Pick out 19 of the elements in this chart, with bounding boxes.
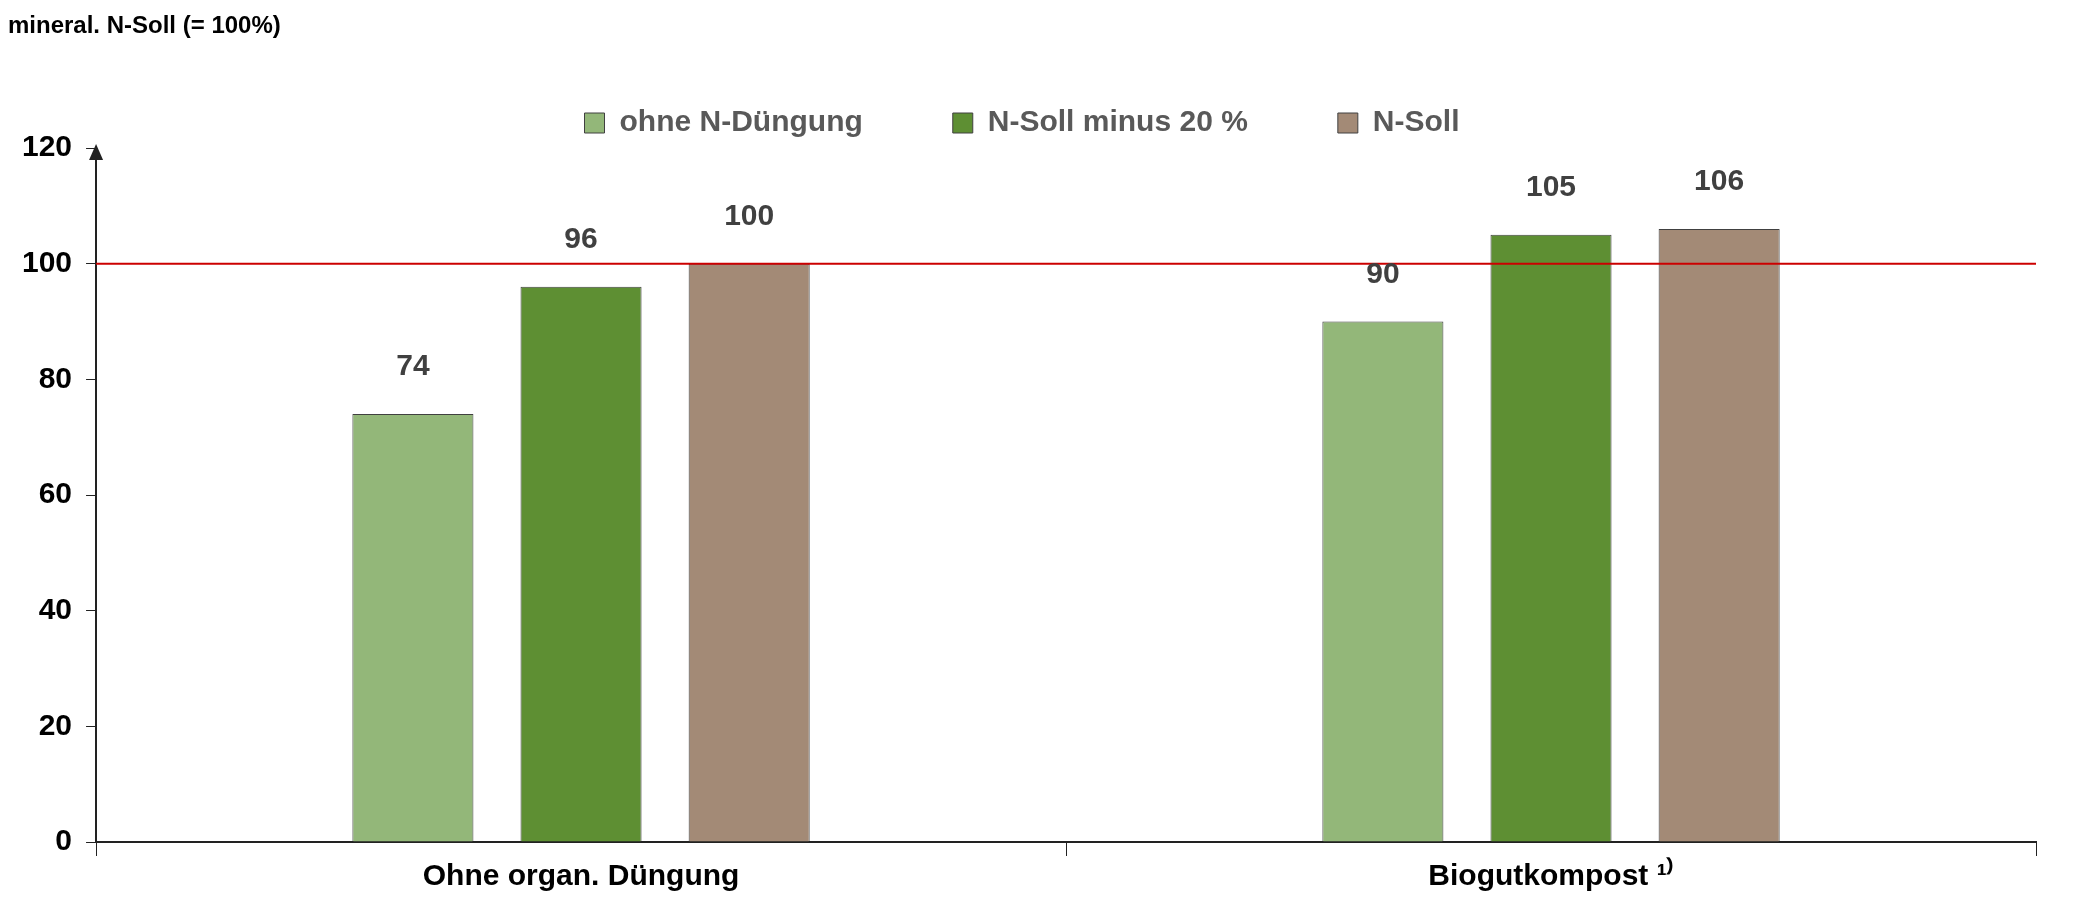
legend-label: ohne N-Düngung: [619, 104, 863, 138]
x-tick-label: Biogutkompost ¹⁾: [1428, 857, 1674, 892]
data-label: 96: [564, 221, 598, 255]
legend-label: N-Soll minus 20 %: [987, 104, 1248, 138]
y-tick-label: 60: [38, 476, 73, 510]
y-tick-label: 40: [38, 591, 73, 625]
data-label: 74: [396, 348, 430, 382]
y-axis-title: mineral. N-Soll (= 100%): [8, 10, 281, 38]
y-tick-label: 120: [21, 129, 73, 163]
x-tick-label: Ohne organ. Düngung: [422, 858, 740, 892]
data-label: 100: [724, 197, 775, 231]
y-tick-label: 0: [55, 823, 73, 857]
legend-label: N-Soll: [1372, 104, 1460, 138]
y-tick-label: 20: [38, 707, 73, 741]
data-label: 105: [1525, 169, 1577, 203]
y-tick-label: 100: [21, 244, 73, 278]
data-label: 106: [1694, 163, 1745, 197]
y-tick-label: 80: [38, 360, 73, 394]
data-label: 90: [1366, 255, 1400, 289]
